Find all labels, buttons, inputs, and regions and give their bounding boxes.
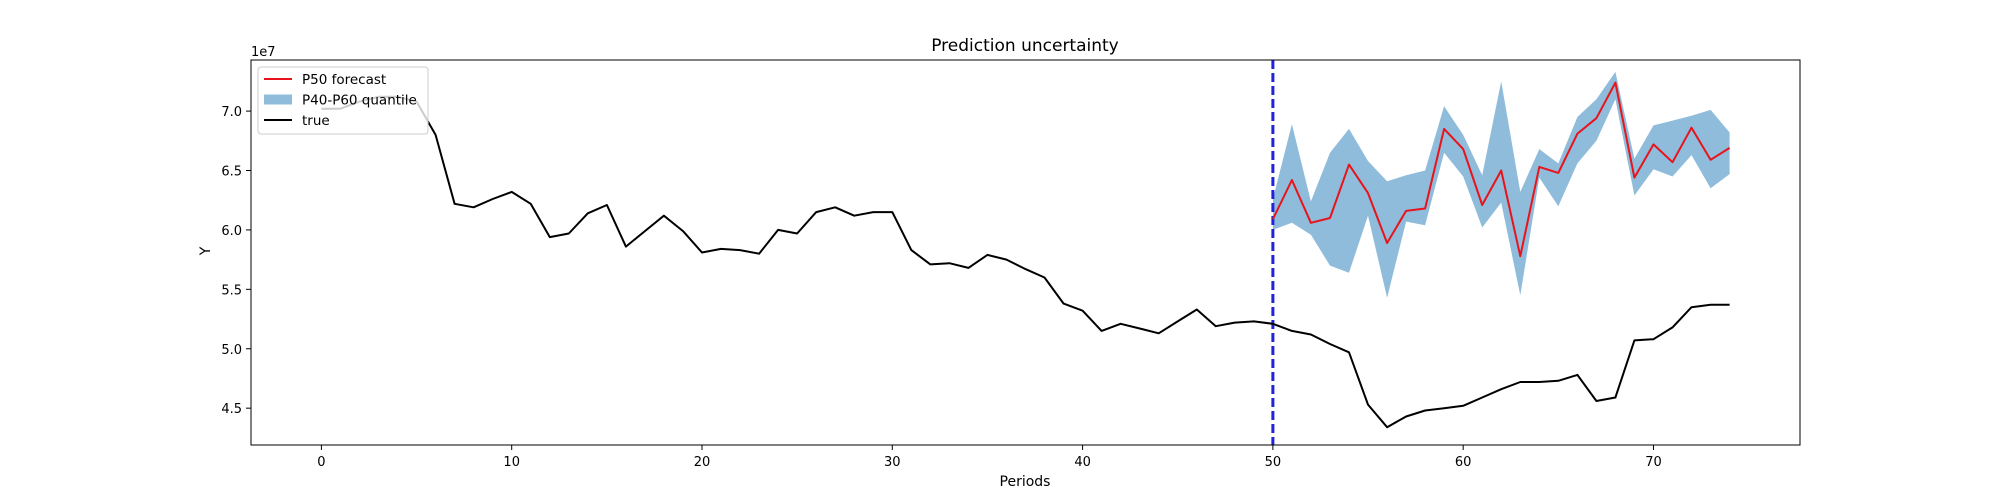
x-axis-label: Periods: [1000, 474, 1051, 490]
legend-box: [257, 66, 429, 135]
y-offset-label: 1e7: [251, 45, 276, 60]
legend-swatch: [264, 94, 292, 105]
legend-label: P40-P60 quantile: [302, 93, 417, 109]
x-tick-label: 10: [503, 455, 520, 470]
x-tick-label: 60: [1455, 455, 1472, 470]
chart-title: Prediction uncertainty: [931, 36, 1119, 56]
x-tick-label: 50: [1265, 455, 1282, 470]
x-tick-label: 70: [1645, 455, 1662, 470]
plot-area: 0 10 20 30 40 50 60 70 4.5 5.0 5.5 6.0 6.5 7.0 P50 for…: [221, 59, 1801, 470]
forecast-series-line: [1272, 81, 1731, 258]
x-tick-label: 0: [317, 455, 325, 470]
y-tick-label: 4.5: [221, 402, 242, 417]
true-series-line: [321, 95, 1730, 429]
legend-label: true: [302, 113, 330, 129]
x-tick-label: 30: [884, 455, 901, 470]
x-tick-label: 40: [1074, 455, 1091, 470]
y-tick-label: 6.0: [221, 224, 242, 239]
y-axis-label: Y: [198, 246, 214, 256]
x-tick-label: 20: [694, 455, 711, 470]
legend-label: P50 forecast: [302, 72, 386, 88]
y-tick-label: 7.0: [221, 105, 242, 120]
y-tick-label: 5.0: [221, 343, 242, 358]
y-tick-label: 6.5: [221, 165, 242, 180]
plot-frame: [250, 59, 1801, 446]
legend: P50 forecast P40-P60 quantile true: [257, 66, 429, 135]
y-tick-label: 5.5: [221, 283, 242, 298]
